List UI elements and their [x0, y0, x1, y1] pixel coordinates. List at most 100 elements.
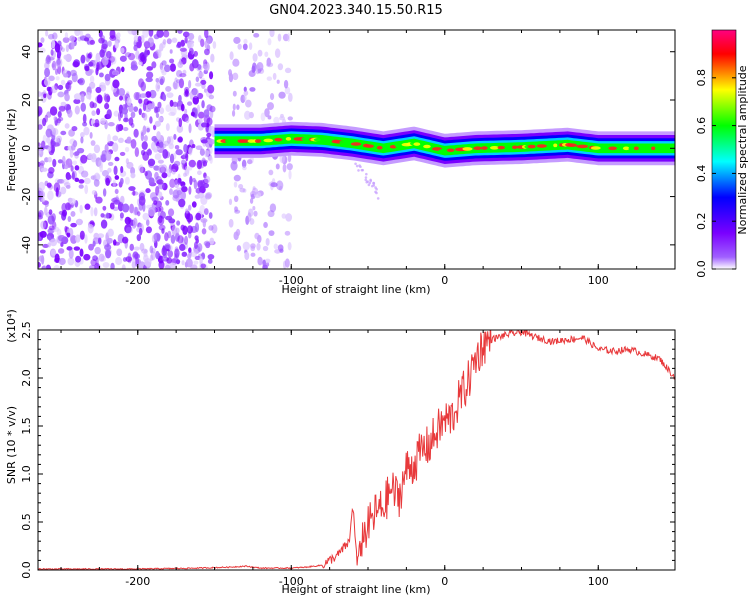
noise-speck	[199, 148, 205, 156]
noise-speck	[119, 151, 126, 156]
noise-speck	[142, 30, 149, 38]
noise-speck	[166, 38, 172, 45]
ridge-peak	[590, 146, 601, 150]
noise-speck	[82, 121, 88, 127]
ridge-peak	[512, 145, 518, 150]
noise-speck	[197, 118, 203, 124]
noise-speck	[100, 154, 107, 163]
noise-speck	[68, 198, 76, 205]
noise-speck	[162, 39, 167, 45]
noise-speck	[133, 35, 140, 43]
noise-speck	[151, 135, 158, 142]
noise-speck	[130, 172, 136, 179]
noise-speck	[88, 61, 94, 67]
noise-speck	[200, 79, 207, 85]
noise-speck	[354, 162, 357, 166]
noise-speck	[92, 174, 97, 181]
noise-speck	[132, 217, 138, 228]
noise-speck	[169, 188, 173, 195]
noise-speck	[53, 265, 60, 269]
noise-speck	[78, 184, 84, 189]
spectrogram-marks	[38, 30, 675, 269]
noise-speck	[104, 143, 109, 153]
noise-speck	[148, 177, 155, 185]
noise-speck	[64, 93, 70, 102]
noise-speck	[65, 174, 72, 180]
noise-speck	[104, 93, 111, 103]
noise-speck	[80, 93, 85, 103]
noise-speck	[101, 43, 108, 50]
noise-speck	[84, 184, 89, 195]
noise-speck	[62, 178, 69, 185]
noise-speck	[234, 206, 239, 212]
noise-speck	[168, 111, 176, 117]
noise-speck	[239, 187, 246, 193]
noise-speck	[170, 234, 176, 244]
noise-speck	[69, 35, 76, 42]
noise-speck	[113, 110, 120, 117]
noise-speck	[79, 30, 84, 37]
ridge-peak	[567, 143, 578, 148]
noise-speck	[361, 168, 365, 172]
noise-speck	[153, 239, 158, 249]
noise-speck	[278, 185, 283, 192]
noise-speck	[169, 178, 176, 188]
noise-speck	[55, 76, 60, 81]
noise-speck	[71, 126, 78, 132]
noise-speck	[39, 160, 45, 166]
noise-speck	[89, 264, 97, 269]
noise-speck	[68, 129, 75, 137]
noise-speck	[48, 209, 53, 215]
noise-speck	[173, 133, 177, 140]
noise-speck	[237, 43, 242, 50]
noise-speck	[66, 231, 71, 238]
noise-speck	[57, 178, 65, 184]
noise-speck	[74, 150, 80, 156]
noise-speck	[62, 37, 70, 43]
noise-speck	[124, 176, 130, 185]
ridge-peak	[238, 139, 251, 143]
noise-speck	[125, 158, 129, 165]
noise-speck	[57, 159, 63, 164]
noise-speck	[54, 68, 59, 75]
ridge-peak	[365, 144, 374, 148]
noise-speck	[278, 91, 286, 99]
noise-speck	[284, 258, 290, 268]
noise-speck	[175, 227, 180, 234]
noise-speck	[113, 241, 121, 246]
noise-speck	[144, 257, 152, 267]
noise-speck	[95, 52, 101, 63]
noise-speck	[180, 39, 186, 47]
noise-speck	[157, 164, 165, 174]
noise-speck	[242, 43, 248, 51]
noise-speck	[247, 212, 252, 222]
noise-speck	[53, 116, 57, 121]
noise-speck	[84, 203, 91, 210]
noise-speck	[210, 53, 215, 63]
noise-speck	[121, 66, 125, 73]
noise-speck	[100, 84, 107, 92]
noise-speck	[283, 79, 289, 89]
noise-speck	[166, 136, 171, 144]
noise-speck	[146, 66, 154, 71]
noise-speck	[175, 259, 181, 265]
noise-speck	[107, 122, 115, 127]
noise-speck	[151, 233, 157, 244]
noise-speck	[116, 248, 123, 257]
noise-speck	[138, 52, 146, 63]
noise-speck	[87, 223, 94, 234]
noise-speck	[133, 128, 139, 138]
noise-speck	[194, 194, 201, 199]
noise-speck	[162, 149, 169, 159]
noise-speck	[102, 205, 107, 211]
noise-speck	[185, 258, 193, 268]
noise-speck	[128, 117, 134, 126]
noise-speck	[153, 200, 158, 206]
noise-speck	[54, 253, 60, 263]
noise-speck	[125, 256, 133, 263]
noise-speck	[275, 163, 280, 170]
noise-speck	[72, 61, 80, 68]
noise-speck	[75, 234, 81, 243]
noise-speck	[241, 159, 247, 168]
noise-speck	[266, 102, 275, 111]
